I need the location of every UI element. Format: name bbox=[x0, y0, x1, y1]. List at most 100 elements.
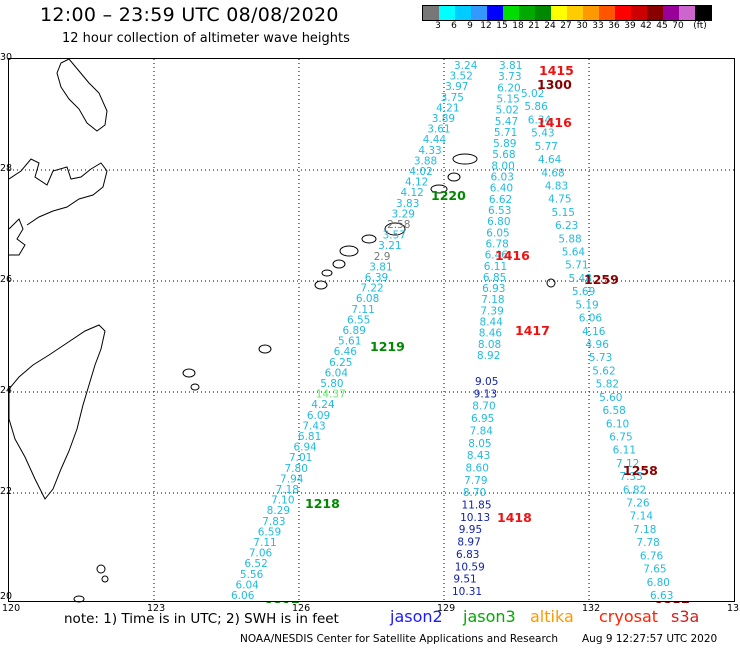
swh-value: 5.77 bbox=[535, 141, 558, 153]
lon-tick-label: 123 bbox=[147, 603, 166, 614]
lat-tick-label: 24 bbox=[0, 385, 13, 396]
swh-value: 6.20 bbox=[497, 82, 520, 94]
swh-value: 10.31 bbox=[452, 586, 482, 598]
swh-value: 7.83 bbox=[262, 516, 285, 528]
pass-time-label: 1217 bbox=[265, 599, 300, 603]
swh-value: 7.10 bbox=[271, 495, 294, 507]
color-scale-label: 45 bbox=[656, 21, 668, 31]
swh-value: 6.10 bbox=[606, 418, 629, 430]
swh-value: 5.15 bbox=[552, 207, 575, 219]
swh-value: 6.75 bbox=[609, 431, 632, 443]
swh-value: 6.08 bbox=[356, 293, 379, 305]
color-swatch bbox=[599, 6, 615, 20]
swh-value: 6.83 bbox=[456, 549, 479, 561]
swh-value: 6.46 bbox=[485, 250, 509, 262]
color-swatch bbox=[423, 6, 439, 20]
pass-time-label: 1417 bbox=[515, 323, 550, 338]
color-swatch bbox=[647, 6, 663, 20]
swh-value: 7.26 bbox=[626, 498, 650, 510]
pass-time-label: 1300 bbox=[537, 77, 572, 92]
color-scale-label: 6 bbox=[451, 21, 457, 31]
color-scale-label: 24 bbox=[544, 21, 556, 31]
color-scale-label: 36 bbox=[608, 21, 620, 31]
swh-value: 5.43 bbox=[531, 128, 554, 140]
swh-value: 3.81 bbox=[499, 60, 522, 72]
swh-value: 5.47 bbox=[495, 116, 518, 128]
swh-value: 4.33 bbox=[418, 145, 441, 157]
swh-value: 6.76 bbox=[640, 550, 664, 562]
swh-value: 6.46 bbox=[334, 346, 358, 358]
swh-value: 7.80 bbox=[285, 463, 308, 475]
swh-value: 5.82 bbox=[596, 379, 619, 391]
legend-altika: altika bbox=[530, 607, 574, 626]
swh-value: 6.23 bbox=[555, 220, 578, 232]
swh-value: 7.18 bbox=[276, 484, 299, 496]
swh-value: 7.43 bbox=[302, 420, 325, 432]
lon-tick-label: 129 bbox=[437, 603, 456, 614]
swh-value: 5.64 bbox=[562, 247, 586, 259]
swh-value: 5.89 bbox=[493, 138, 516, 150]
lat-tick-label: 26 bbox=[0, 274, 13, 285]
swh-value: 8.29 bbox=[267, 505, 290, 517]
swh-value: 3.97 bbox=[445, 81, 468, 93]
island-outline bbox=[96, 564, 106, 574]
kyushu-coastline bbox=[56, 59, 108, 132]
swh-value: 5.48 bbox=[569, 273, 592, 285]
legend-jason2: jason2 bbox=[390, 607, 443, 626]
swh-value: 5.86 bbox=[524, 101, 548, 113]
color-swatch bbox=[535, 6, 551, 20]
map-canvas: 3.243.523.973.754.213.893.614.444.333.88… bbox=[9, 59, 736, 603]
island-outline bbox=[447, 172, 461, 182]
swh-value: 7.11 bbox=[253, 537, 276, 549]
swh-value: 7.33 bbox=[619, 471, 642, 483]
swh-value: 5.15 bbox=[496, 93, 519, 105]
island-outline bbox=[339, 245, 359, 257]
swh-value: 7.79 bbox=[464, 475, 487, 487]
credit-line: NOAA/NESDIS Center for Satellite Applica… bbox=[240, 633, 558, 645]
color-scale-label: 27 bbox=[560, 21, 572, 31]
swh-value: 6.11 bbox=[613, 445, 636, 457]
swh-value: 6.06 bbox=[579, 313, 603, 325]
swh-value: 4.68 bbox=[541, 167, 564, 179]
swh-value: 8.44 bbox=[480, 317, 504, 329]
island-outline bbox=[452, 153, 478, 165]
swh-value: 6.53 bbox=[488, 205, 511, 217]
lon-tick-label: 126 bbox=[292, 603, 311, 614]
swh-value: 6.34 bbox=[528, 114, 552, 126]
color-scale-label: 42 bbox=[640, 21, 652, 31]
swh-value: 3.61 bbox=[427, 124, 450, 136]
swh-value: 5.02 bbox=[496, 105, 519, 117]
swh-value: 6.06 bbox=[231, 590, 255, 602]
swh-value: 7.06 bbox=[249, 548, 273, 560]
swh-value: 4.16 bbox=[582, 326, 606, 338]
swh-value: 7.78 bbox=[636, 537, 659, 549]
china-coastline bbox=[9, 158, 108, 256]
color-scale-label: 33 bbox=[592, 21, 604, 31]
swh-value: 5.68 bbox=[492, 149, 515, 161]
swh-value: 6.52 bbox=[244, 558, 267, 570]
color-swatch bbox=[679, 6, 695, 20]
color-swatch bbox=[487, 6, 503, 20]
legend-jason3: jason3 bbox=[463, 607, 516, 626]
island-outline bbox=[190, 383, 200, 391]
color-scale-label: 15 bbox=[496, 21, 508, 31]
color-swatch bbox=[439, 6, 455, 20]
swh-value: 8.05 bbox=[468, 438, 491, 450]
swh-value: 7.18 bbox=[481, 294, 504, 306]
lon-tick-label: 132 bbox=[582, 603, 601, 614]
swh-value: 8.46 bbox=[479, 328, 503, 340]
lat-tick-label: 22 bbox=[0, 486, 13, 497]
swh-value: 6.58 bbox=[602, 405, 625, 417]
swh-value: 3.57 bbox=[383, 230, 406, 242]
swh-value: 7.94 bbox=[280, 473, 304, 485]
pass-time-label: 1258 bbox=[623, 463, 658, 478]
swh-value: 8.97 bbox=[457, 537, 480, 549]
swh-value: 9.95 bbox=[459, 524, 482, 536]
swh-value: 6.62 bbox=[489, 194, 512, 206]
island-outline bbox=[546, 278, 556, 288]
swh-value: 6.93 bbox=[482, 283, 505, 295]
swh-value: 6.94 bbox=[293, 442, 317, 454]
island-outline bbox=[258, 344, 272, 354]
swh-value: 4.64 bbox=[538, 154, 562, 166]
color-swatch bbox=[551, 6, 567, 20]
